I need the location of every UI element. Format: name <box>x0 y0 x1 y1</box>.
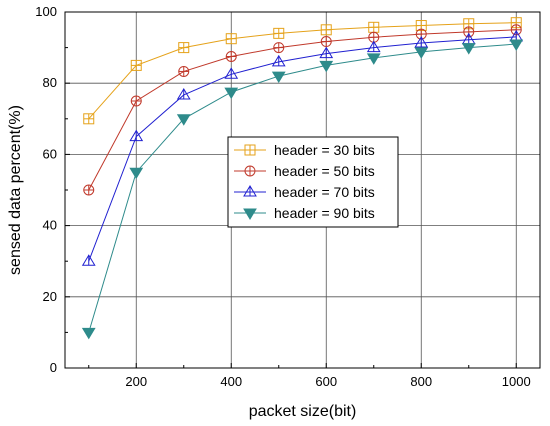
data-point <box>273 42 285 54</box>
data-point <box>178 42 190 54</box>
data-point <box>414 36 429 48</box>
data-point <box>130 95 142 107</box>
series-line <box>88 43 517 333</box>
legend-marker <box>244 165 256 177</box>
y-tick-label: 100 <box>35 4 57 19</box>
data-point <box>509 39 524 52</box>
data-point <box>225 33 237 45</box>
legend-marker <box>243 185 257 197</box>
data-point <box>225 51 237 62</box>
data-point <box>271 71 286 84</box>
tick-layer: 200 400 600 800 1000 0 20 40 60 80 100 <box>35 4 530 389</box>
y-tick-label: 80 <box>43 75 57 90</box>
x-tick-label: 200 <box>125 374 147 389</box>
y-tick-label: 20 <box>43 289 57 304</box>
data-point <box>319 60 334 73</box>
legend: header = 30 bits header = 50 bits header =… <box>227 136 399 228</box>
data-point <box>414 47 429 59</box>
y-tick-label: 60 <box>43 146 57 161</box>
series-layer <box>81 17 524 340</box>
data-point <box>129 129 144 142</box>
data-point <box>176 114 191 126</box>
legend-label: header = 70 bits <box>274 184 375 200</box>
legend-label: header = 90 bits <box>274 205 375 221</box>
y-tick-label: 40 <box>43 218 57 233</box>
data-point <box>271 54 286 67</box>
data-point <box>320 24 332 36</box>
x-tick-label: 600 <box>315 374 337 389</box>
data-point <box>224 67 239 79</box>
data-point <box>129 167 144 180</box>
data-point <box>83 184 95 196</box>
data-point <box>366 40 381 53</box>
series-line <box>88 29 517 191</box>
y-tick-label: 0 <box>50 360 57 375</box>
data-point <box>320 36 332 48</box>
data-point <box>178 65 190 77</box>
x-axis-label: packet size(bit) <box>249 403 357 420</box>
data-point <box>81 254 96 266</box>
data-point <box>319 46 334 59</box>
legend-label: header = 30 bits <box>274 142 375 158</box>
data-point <box>81 327 96 340</box>
data-point <box>273 27 285 39</box>
data-point <box>224 87 239 100</box>
legend-marker <box>243 208 257 220</box>
data-point <box>130 59 142 71</box>
legend-marker <box>244 144 256 156</box>
series-line <box>88 36 517 262</box>
data-point <box>366 53 381 65</box>
data-point <box>368 21 380 33</box>
x-tick-label: 400 <box>220 374 242 389</box>
data-point <box>461 43 476 55</box>
legend-box <box>227 136 399 228</box>
data-point <box>176 87 191 100</box>
data-point <box>83 113 95 125</box>
legend-label: header = 50 bits <box>274 163 375 179</box>
x-tick-label: 1000 <box>502 374 531 389</box>
series-line <box>88 22 517 120</box>
y-axis-label: sensed data percent(%) <box>7 105 24 275</box>
x-tick-label: 800 <box>410 374 432 389</box>
